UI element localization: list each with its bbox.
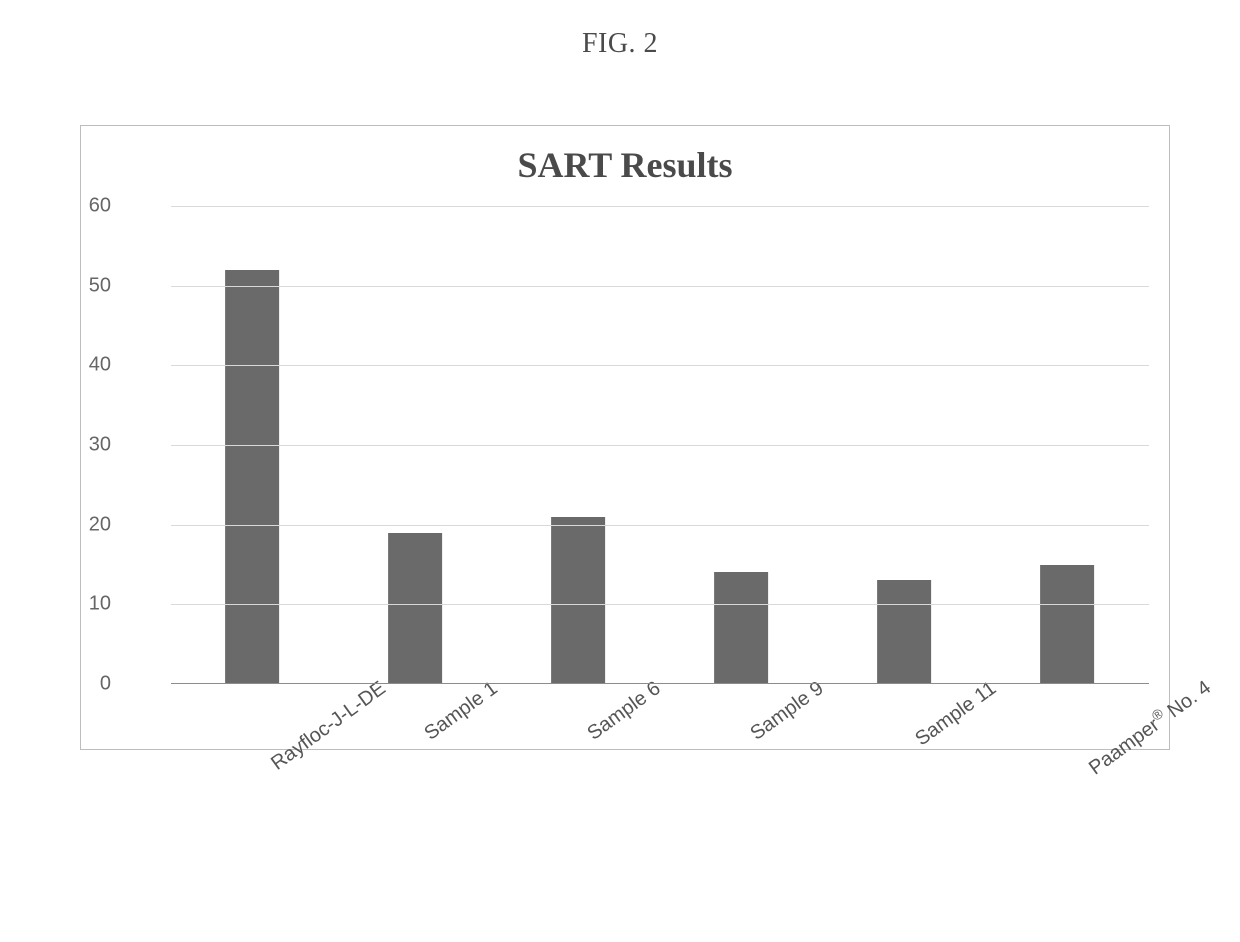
gridline xyxy=(171,365,1149,366)
category-label: Sample 6 xyxy=(584,677,666,745)
category-label: Sample 1 xyxy=(421,677,503,745)
y-tick-label: 10 xyxy=(89,593,111,616)
category-label: Sample 11 xyxy=(912,677,1002,751)
y-tick-label: 50 xyxy=(89,274,111,297)
bar xyxy=(1041,565,1095,685)
y-tick-label: 40 xyxy=(89,354,111,377)
bar xyxy=(715,572,769,684)
bar xyxy=(389,533,443,684)
chart-title: SART Results xyxy=(81,144,1169,186)
x-axis-line xyxy=(171,683,1149,684)
category-label: Rayfloc-J-L-DE xyxy=(268,677,391,775)
page: FIG. 2 SART Results Rayfloc-J-L-DESample… xyxy=(0,0,1240,942)
gridline xyxy=(171,525,1149,526)
chart-container: SART Results Rayfloc-J-L-DESample 1Sampl… xyxy=(80,125,1170,750)
figure-caption: FIG. 2 xyxy=(0,28,1240,60)
gridline xyxy=(171,206,1149,207)
gridline xyxy=(171,604,1149,605)
y-tick-label: 20 xyxy=(89,513,111,536)
y-tick-label: 60 xyxy=(89,195,111,218)
category-label: Sample 9 xyxy=(747,677,829,745)
y-tick-label: 30 xyxy=(89,434,111,457)
bar xyxy=(878,580,932,684)
y-tick-label: 0 xyxy=(100,673,111,696)
plot-area: Rayfloc-J-L-DESample 1Sample 6Sample 9Sa… xyxy=(121,206,1149,684)
bar xyxy=(226,270,280,684)
category-label: Paamper® No. 4 xyxy=(1083,674,1216,781)
gridline xyxy=(171,286,1149,287)
bar xyxy=(552,517,606,684)
gridline xyxy=(171,445,1149,446)
